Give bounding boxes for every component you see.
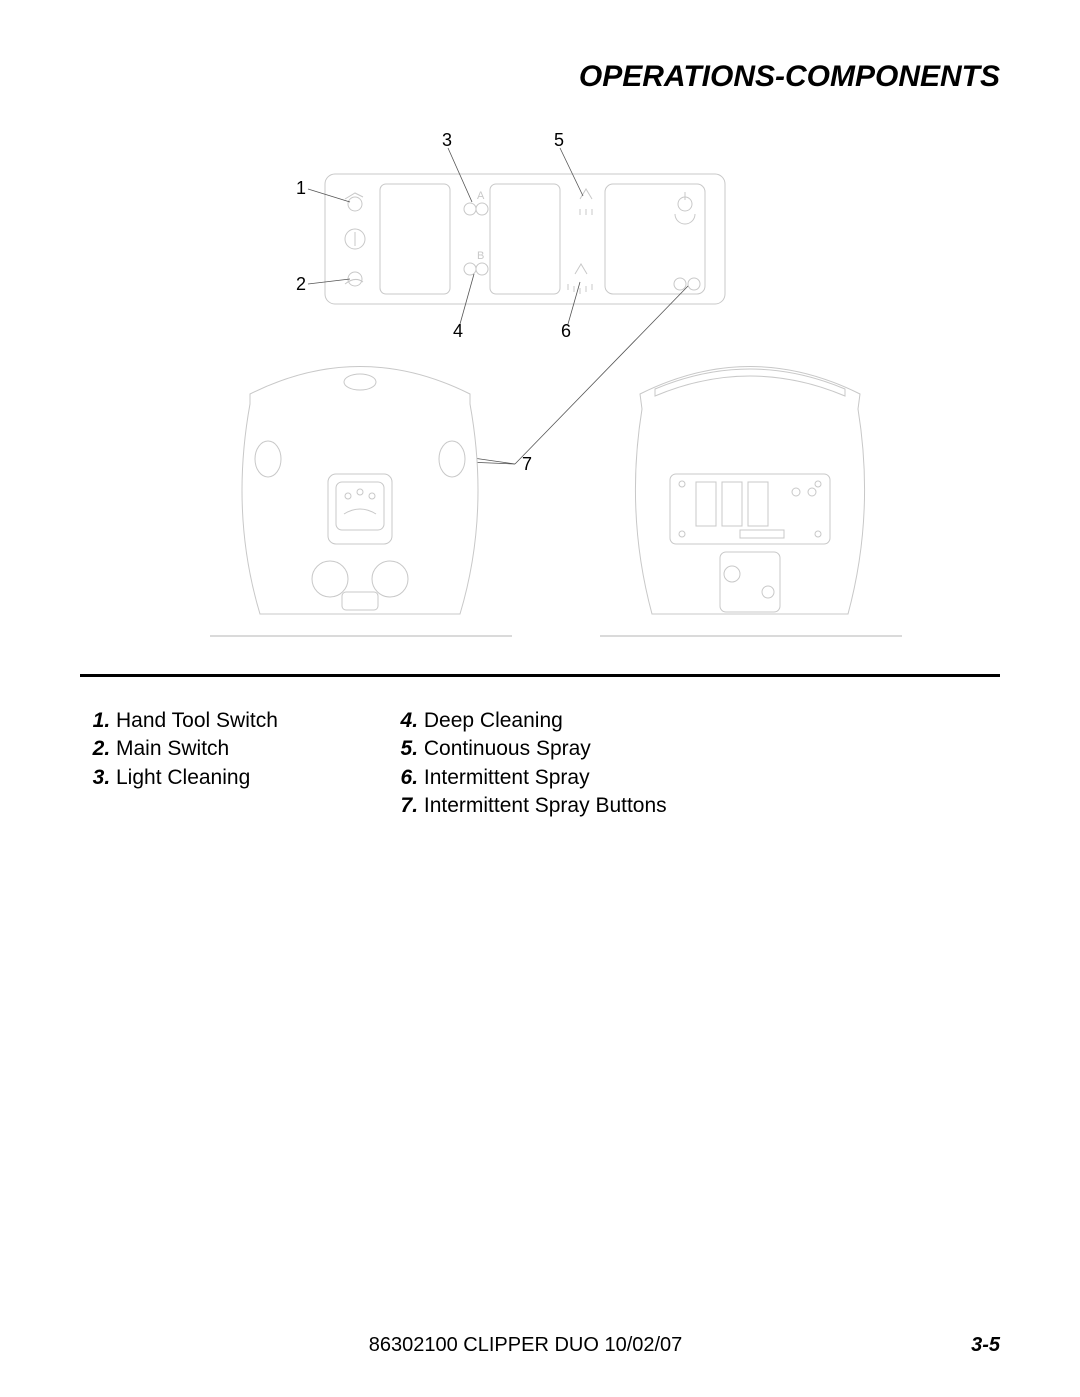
legend-left-list: Hand Tool Switch Main Switch Light Clean… <box>90 707 278 820</box>
callout-6: 6 <box>561 321 571 342</box>
legend-right-list: Deep Cleaning Continuous Spray Intermitt… <box>398 707 667 820</box>
footer-page-number: 3-5 <box>971 1334 1000 1357</box>
legend: Hand Tool Switch Main Switch Light Clean… <box>80 707 1000 820</box>
diagram-svg: A B <box>160 124 920 654</box>
legend-item: Light Cleaning <box>116 764 278 792</box>
svg-text:A: A <box>477 190 485 202</box>
callout-3: 3 <box>442 130 452 151</box>
page-title: OPERATIONS-COMPONENTS <box>80 60 1000 94</box>
callout-1: 1 <box>296 178 306 199</box>
legend-item: Hand Tool Switch <box>116 707 278 735</box>
legend-item: Main Switch <box>116 735 278 763</box>
legend-item: Intermittent Spray Buttons <box>424 792 667 820</box>
callout-2: 2 <box>296 274 306 295</box>
footer-doc-id: 86302100 CLIPPER DUO 10/02/07 <box>369 1334 683 1357</box>
callout-5: 5 <box>554 130 564 151</box>
footer: 86302100 CLIPPER DUO 10/02/07 3-5 <box>0 1334 1080 1357</box>
legend-item: Continuous Spray <box>424 735 667 763</box>
callout-4: 4 <box>453 321 463 342</box>
svg-text:B: B <box>477 250 484 262</box>
legend-item: Deep Cleaning <box>424 707 667 735</box>
diagram: A B <box>160 124 920 654</box>
legend-item: Intermittent Spray <box>424 764 667 792</box>
callout-7: 7 <box>522 454 532 475</box>
section-divider <box>80 674 1000 677</box>
